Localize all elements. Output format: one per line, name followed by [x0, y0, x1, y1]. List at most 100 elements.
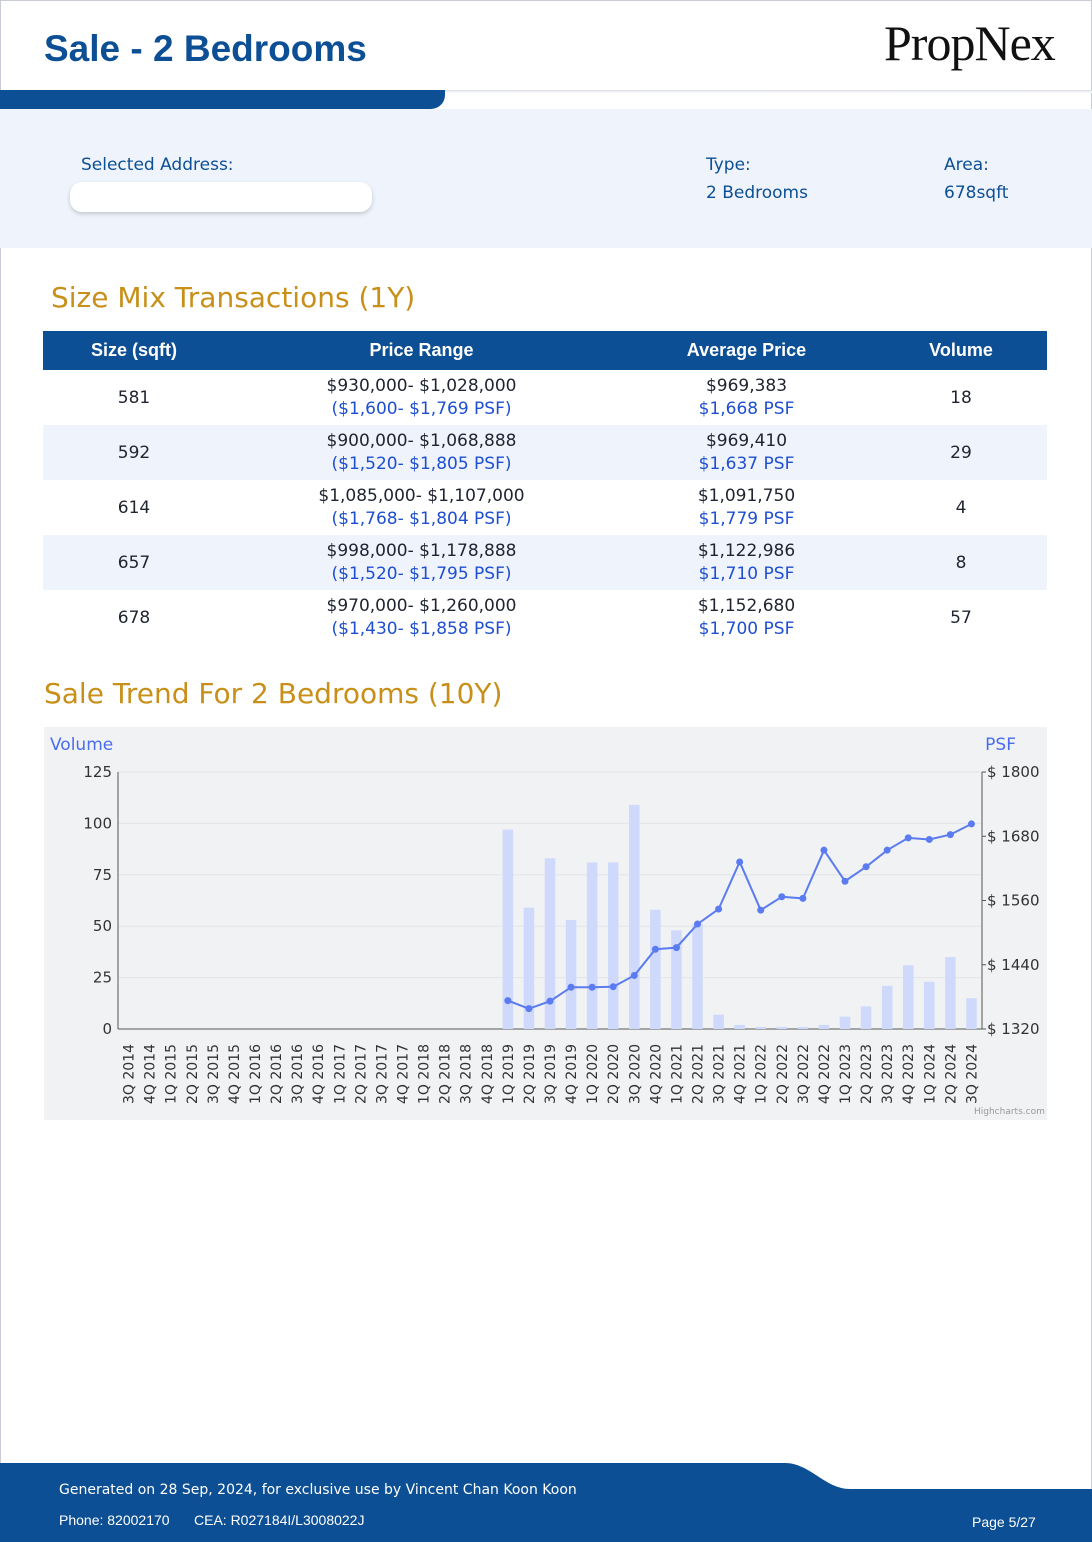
right-axis-tick-label: $ 1320 [987, 1020, 1040, 1038]
type-label: Type: [706, 155, 751, 175]
left-axis-tick-label: 0 [102, 1020, 112, 1038]
x-axis-tick-label: 1Q 2017 [332, 1044, 348, 1104]
price-range: $1,085,000- $1,107,000 [318, 485, 525, 506]
table-row: 592 $900,000- $1,068,888 ($1,520- $1,805… [43, 425, 1047, 480]
volume-cell: 8 [955, 552, 967, 573]
selected-address-label: Selected Address: [81, 155, 234, 175]
volume-cell: 4 [955, 497, 967, 518]
propnex-logo: PropNex [884, 15, 1056, 71]
average-psf: $1,710 PSF [698, 563, 795, 584]
volume-bar [839, 1016, 851, 1029]
right-axis-tick-label: $ 1800 [987, 763, 1040, 781]
chart-credit[interactable]: Highcharts.com [974, 1107, 1045, 1117]
volume-bar [860, 1006, 872, 1029]
average-price: $1,091,750 [697, 485, 796, 506]
psf-point [546, 997, 554, 1005]
volume-bar [671, 930, 682, 1029]
volume-bar [966, 998, 977, 1029]
average-price-cell: $1,152,680 $1,700 PSF [618, 595, 875, 641]
price-range-psf: ($1,600- $1,769 PSF) [331, 398, 512, 419]
price-range-psf: ($1,430- $1,858 PSF) [331, 618, 512, 639]
x-axis-tick-label: 3Q 2014 [122, 1044, 138, 1104]
psf-point [862, 863, 870, 871]
left-axis-title: Volume [50, 735, 113, 755]
sale-trend-heading: Sale Trend For 2 Bedrooms (10Y) [44, 677, 503, 710]
psf-point [609, 983, 617, 991]
volume-bar [544, 858, 556, 1029]
x-axis-tick-label: 2Q 2018 [438, 1044, 454, 1104]
x-axis-tick-label: 2Q 2015 [185, 1044, 201, 1104]
page-number: Page 5/27 [972, 1514, 1036, 1530]
price-range: $930,000- $1,028,000 [326, 375, 517, 396]
psf-point [883, 846, 891, 854]
right-axis-tick-label: $ 1680 [987, 827, 1040, 845]
left-axis-tick-label: 50 [93, 917, 112, 935]
average-price-cell: $969,383 $1,668 PSF [618, 375, 875, 421]
volume-bar [902, 965, 914, 1029]
size-mix-table: Size (sqft) Price Range Average Price Vo… [43, 331, 1047, 645]
price-range-cell: $1,085,000- $1,107,000 ($1,768- $1,804 P… [225, 485, 618, 531]
size-cell: 657 [117, 552, 151, 573]
selected-address-field [70, 182, 372, 212]
right-axis-tick-label: $ 1440 [987, 956, 1040, 974]
x-axis-tick-label: 3Q 2016 [290, 1044, 306, 1104]
size-cell: 678 [117, 607, 151, 628]
psf-point [504, 997, 512, 1005]
x-axis-tick-label: 2Q 2017 [353, 1044, 369, 1104]
x-axis-tick-label: 4Q 2023 [901, 1044, 917, 1104]
psf-point [757, 906, 765, 914]
price-range: $900,000- $1,068,888 [326, 430, 517, 451]
volume-bar [650, 909, 661, 1029]
right-axis-tick-label: $ 1560 [987, 892, 1040, 910]
type-value: 2 Bedrooms [706, 183, 808, 203]
x-axis-tick-label: 3Q 2024 [964, 1044, 980, 1104]
price-range-cell: $900,000- $1,068,888 ($1,520- $1,805 PSF… [225, 430, 618, 476]
volume-bar [523, 907, 535, 1029]
footer-phone: Phone: 82002170 [59, 1512, 170, 1528]
price-range: $998,000- $1,178,888 [326, 540, 517, 561]
x-axis-tick-label: 2Q 2019 [522, 1044, 538, 1104]
psf-point [694, 920, 702, 928]
x-axis-tick-label: 4Q 2015 [227, 1044, 243, 1104]
left-axis-tick-label: 75 [93, 866, 112, 884]
x-axis-tick-label: 2Q 2021 [691, 1044, 707, 1104]
x-axis-tick-label: 2Q 2020 [606, 1044, 622, 1104]
average-price-cell: $1,122,986 $1,710 PSF [618, 540, 875, 586]
size-cell: 614 [117, 497, 151, 518]
table-row: 657 $998,000- $1,178,888 ($1,520- $1,795… [43, 535, 1047, 590]
price-range-cell: $970,000- $1,260,000 ($1,430- $1,858 PSF… [225, 595, 618, 641]
x-axis-tick-label: 3Q 2023 [880, 1044, 896, 1104]
x-axis-tick-label: 2Q 2016 [269, 1044, 285, 1104]
volume-cell: 57 [950, 607, 972, 628]
x-axis-tick-label: 4Q 2020 [648, 1044, 664, 1104]
chart-canvas: 0 25 50 75 100 125 $ 1320 $ 1440 $ 1560 $ 1680 $ 1… [50, 735, 1040, 1104]
psf-line [507, 823, 972, 1010]
footer-cea: CEA: R027184I/L3008022J [194, 1512, 365, 1528]
price-range: $970,000- $1,260,000 [326, 595, 517, 616]
x-axis-tick-label: 3Q 2019 [543, 1044, 559, 1104]
average-price-cell: $969,410 $1,637 PSF [618, 430, 875, 476]
volume-cell: 29 [950, 442, 972, 463]
x-axis-tick-label: 2Q 2022 [775, 1044, 791, 1104]
psf-point [799, 894, 807, 902]
x-axis-tick-label: 4Q 2018 [480, 1044, 496, 1104]
average-price-cell: $1,091,750 $1,779 PSF [618, 485, 875, 531]
table-row: 581 $930,000- $1,028,000 ($1,600- $1,769… [43, 370, 1047, 425]
x-axis-tick-label: 4Q 2021 [733, 1044, 749, 1104]
x-axis-tick-label: 1Q 2023 [838, 1044, 854, 1104]
sale-trend-chart: 0 25 50 75 100 125 $ 1320 $ 1440 $ 1560 $ 1680 $ 1… [44, 727, 1047, 1120]
volume-bar [565, 920, 577, 1029]
price-range-psf: ($1,520- $1,805 PSF) [331, 453, 512, 474]
x-axis-tick-label: 1Q 2020 [585, 1044, 601, 1104]
size-mix-heading: Size Mix Transactions (1Y) [51, 281, 416, 314]
average-psf: $1,700 PSF [698, 618, 795, 639]
psf-point [925, 835, 933, 843]
x-axis-tick-label: 2Q 2023 [859, 1044, 875, 1104]
psf-point [967, 820, 975, 828]
psf-point [525, 1005, 533, 1013]
left-axis-tick-label: 125 [83, 763, 112, 781]
psf-point [651, 945, 659, 953]
x-axis-tick-label: 4Q 2016 [311, 1044, 327, 1104]
x-axis-tick-label: 4Q 2022 [817, 1044, 833, 1104]
volume-bar [818, 1024, 830, 1029]
